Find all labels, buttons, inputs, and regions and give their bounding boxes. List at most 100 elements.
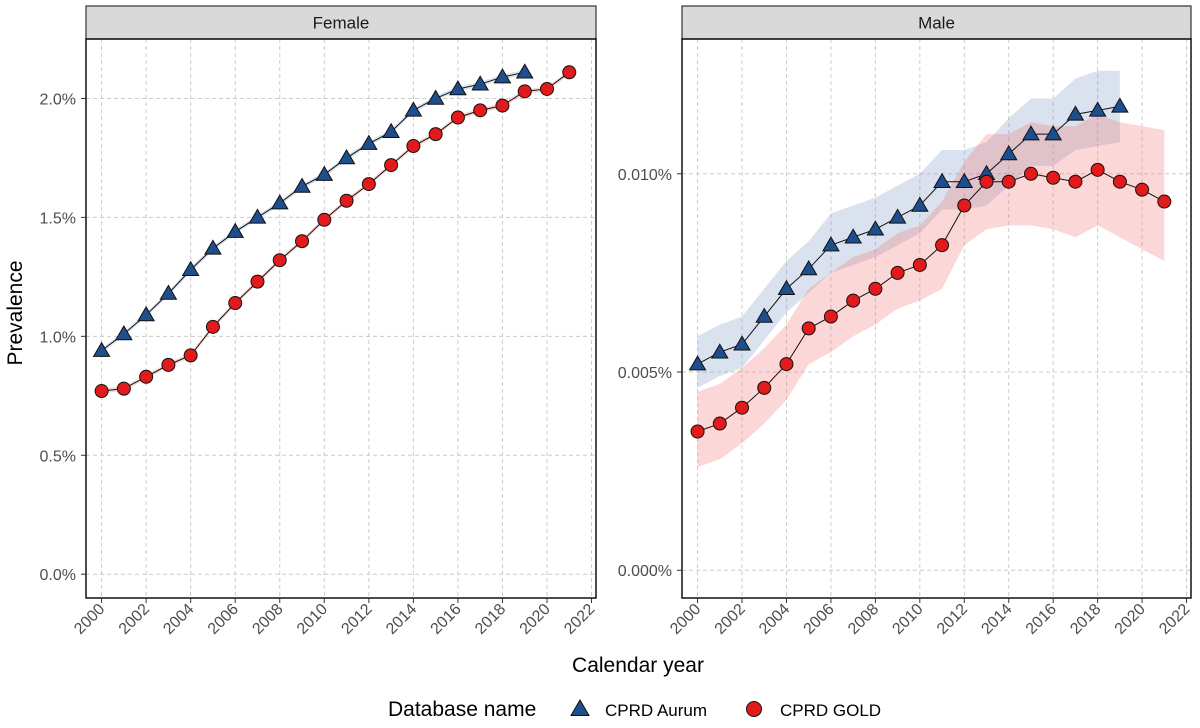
gold-point bbox=[1046, 170, 1061, 185]
gold-point bbox=[823, 309, 838, 324]
aurum-point bbox=[1022, 125, 1040, 141]
y-axis-title: Prevalence bbox=[4, 260, 27, 365]
legend-marker-cprd-gold bbox=[746, 701, 762, 717]
gold-point bbox=[495, 98, 510, 113]
panel-title-female: Female bbox=[313, 14, 370, 33]
x-tick-label: 2018 bbox=[472, 601, 509, 638]
gold-point bbox=[205, 319, 220, 334]
panel-title-male: Male bbox=[918, 14, 955, 33]
gold-point bbox=[183, 348, 198, 363]
aurum-point bbox=[688, 355, 707, 371]
y-tick-label: 1.5% bbox=[40, 210, 76, 227]
gold-point bbox=[712, 416, 727, 431]
gold-point bbox=[868, 281, 883, 296]
aurum-point bbox=[866, 220, 885, 236]
gold-point bbox=[317, 212, 332, 227]
legend-label-cprd-gold: CPRD GOLD bbox=[780, 701, 881, 720]
aurum-point bbox=[92, 341, 111, 357]
series-line-cprd-gold bbox=[101, 71, 570, 392]
x-axis-title: Calendar year bbox=[572, 654, 704, 677]
aurum-point bbox=[493, 68, 512, 84]
aurum-point bbox=[204, 239, 222, 255]
aurum-point bbox=[955, 172, 974, 188]
aurum-point bbox=[248, 208, 267, 224]
legend: Database name CPRD Aurum CPRD GOLD bbox=[388, 698, 881, 721]
x-tick-label: 2002 bbox=[116, 601, 153, 638]
aurum-point bbox=[999, 144, 1018, 161]
gold-point bbox=[339, 193, 354, 208]
x-tick-label: 2014 bbox=[978, 601, 1015, 638]
x-tick-label: 2020 bbox=[517, 601, 554, 638]
gold-point bbox=[1068, 174, 1083, 189]
gold-point bbox=[757, 380, 772, 395]
gold-point bbox=[846, 293, 861, 308]
x-tick-label: 2000 bbox=[71, 601, 108, 638]
gold-point bbox=[384, 158, 399, 173]
gold-point bbox=[957, 198, 972, 213]
x-tick-label: 2016 bbox=[428, 601, 465, 638]
y-tick-label: 0.0% bbox=[40, 567, 76, 584]
gold-point bbox=[1157, 194, 1172, 209]
x-tick-label: 2012 bbox=[934, 601, 971, 638]
gold-point bbox=[935, 238, 950, 253]
aurum-point bbox=[777, 279, 796, 296]
aurum-point bbox=[1088, 101, 1107, 117]
gold-point bbox=[779, 357, 794, 372]
gold-point bbox=[1023, 166, 1038, 181]
gold-point bbox=[428, 127, 443, 142]
x-tick-label: 2006 bbox=[801, 601, 838, 638]
gold-point bbox=[272, 253, 287, 268]
gold-point bbox=[161, 357, 176, 372]
legend-title: Database name bbox=[388, 698, 536, 721]
ci-band-cprd-gold bbox=[697, 114, 1165, 468]
x-tick-label: 2010 bbox=[294, 601, 331, 638]
y-tick-label: 0.005% bbox=[618, 365, 672, 382]
gold-point bbox=[890, 265, 905, 280]
gold-point bbox=[94, 384, 109, 399]
aurum-point bbox=[181, 260, 200, 276]
aurum-point bbox=[226, 222, 245, 238]
gold-point bbox=[912, 257, 927, 272]
aurum-point bbox=[822, 236, 840, 252]
aurum-point bbox=[1111, 97, 1129, 113]
x-tick-label: 2018 bbox=[1067, 601, 1104, 638]
x-tick-label: 2022 bbox=[1156, 601, 1193, 638]
aurum-point bbox=[159, 284, 178, 300]
gold-point bbox=[450, 110, 465, 125]
aurum-point bbox=[359, 134, 378, 150]
x-tick-label: 2004 bbox=[756, 601, 793, 638]
x-tick-label: 2008 bbox=[845, 601, 882, 638]
aurum-point bbox=[910, 196, 929, 212]
aurum-point bbox=[844, 228, 863, 244]
ci-band-cprd-aurum bbox=[697, 70, 1120, 388]
y-tick-label: 0.5% bbox=[40, 448, 76, 465]
gold-point bbox=[139, 369, 154, 384]
gold-point bbox=[801, 321, 816, 336]
gold-point bbox=[406, 139, 421, 154]
aurum-point bbox=[799, 259, 818, 276]
series-line-cprd-gold bbox=[697, 169, 1165, 432]
aurum-point bbox=[426, 89, 445, 105]
gold-point bbox=[979, 174, 994, 189]
gold-point bbox=[517, 84, 532, 99]
gold-point bbox=[473, 103, 488, 118]
gold-point bbox=[1112, 174, 1127, 189]
aurum-point bbox=[755, 307, 774, 323]
panel-border-male bbox=[681, 38, 1192, 599]
gold-point bbox=[1001, 174, 1016, 189]
aurum-point bbox=[449, 79, 467, 96]
aurum-point bbox=[270, 194, 289, 210]
legend-label-cprd-aurum: CPRD Aurum bbox=[605, 701, 707, 720]
x-tick-label: 2010 bbox=[889, 601, 926, 638]
x-tick-label: 2022 bbox=[561, 601, 598, 638]
x-tick-label: 2014 bbox=[383, 601, 420, 638]
x-tick-label: 2000 bbox=[667, 601, 704, 638]
ci-band-cprd-gold bbox=[101, 69, 570, 394]
aurum-point bbox=[137, 305, 156, 322]
gold-point bbox=[361, 177, 376, 192]
y-tick-label: 0.000% bbox=[618, 563, 672, 580]
gold-point bbox=[1135, 182, 1150, 197]
